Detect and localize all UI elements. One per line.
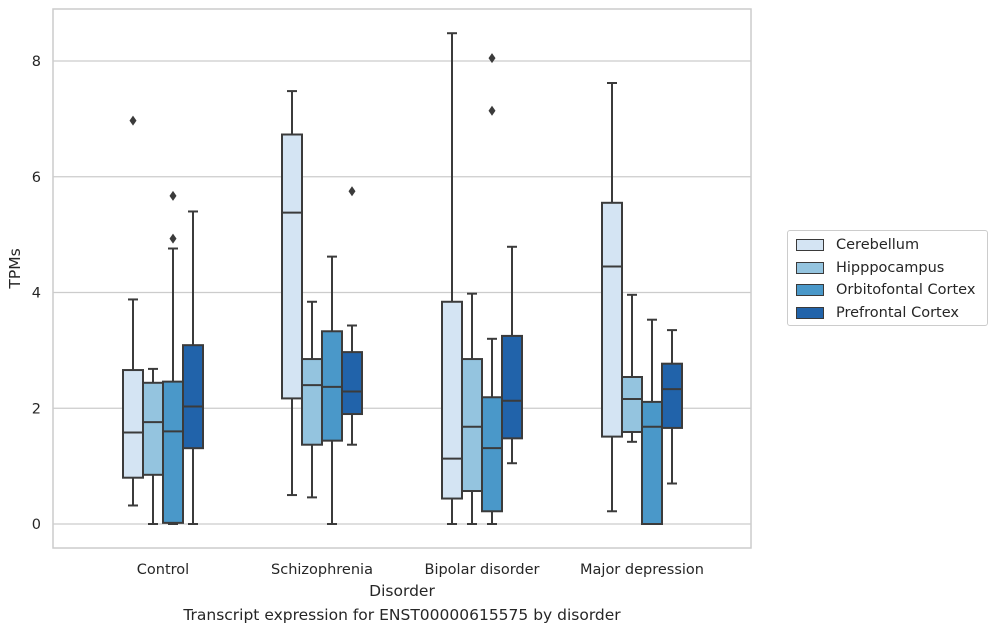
box-body: [162, 380, 184, 524]
y-tick-label: 6: [32, 170, 41, 186]
box-body: [122, 369, 144, 479]
legend-label: Prefrontal Cortex: [836, 304, 959, 321]
box-prefrontal-cortex-1: [341, 186, 363, 446]
outlier-point: [488, 53, 496, 64]
legend-label: Hipppocampus: [836, 259, 945, 276]
box-cerebellum-1: [281, 90, 303, 497]
box-orbitofontal-cortex-0: [162, 190, 184, 525]
x-axis-label: Disorder: [369, 582, 435, 600]
legend-label: Orbitofontal Cortex: [836, 282, 976, 298]
box-cerebellum-0: [122, 115, 144, 507]
box-body: [481, 396, 503, 513]
legend-swatch: [796, 239, 824, 251]
legend-swatch: [796, 261, 824, 274]
legend-label: Cerebellum: [836, 237, 920, 253]
outlier-point: [488, 105, 496, 116]
box-body: [501, 334, 523, 440]
outlier-point: [129, 115, 137, 126]
box-hipppocampus-0: [142, 367, 164, 525]
box-body: [621, 375, 643, 433]
box-body: [142, 381, 164, 476]
box-body: [341, 351, 363, 416]
x-tick-label: Control: [137, 562, 189, 578]
box-body: [182, 344, 204, 450]
y-axis-label: TPMs: [6, 248, 24, 289]
box-prefrontal-cortex-2: [501, 245, 523, 465]
legend-swatch: [796, 284, 824, 296]
box-body: [301, 358, 323, 446]
y-tick-label: 4: [32, 286, 41, 302]
y-tick-label: 8: [32, 54, 41, 70]
legend-swatch: [796, 306, 824, 319]
box-orbitofontal-cortex-3: [641, 318, 663, 526]
box-orbitofontal-cortex-1: [321, 255, 343, 525]
y-tick-label: 0: [32, 517, 41, 533]
legend-item: Orbitofontal Cortex: [796, 280, 975, 300]
legend: Cerebellum Hipppocampus Orbitofontal Corte…: [787, 230, 988, 326]
legend-item: Cerebellum: [796, 235, 919, 255]
box-prefrontal-cortex-0: [182, 210, 204, 525]
box-body: [661, 362, 683, 429]
box-body: [281, 133, 303, 400]
chart-caption: Transcript expression for ENST0000061557…: [183, 606, 621, 624]
outlier-point: [348, 186, 356, 197]
legend-item: Prefrontal Cortex: [796, 303, 959, 323]
plot-frame: [52, 8, 752, 549]
box-body: [641, 400, 663, 526]
outlier-point: [169, 190, 177, 201]
x-tick-label: Schizophrenia: [271, 562, 373, 578]
box-body: [441, 300, 463, 500]
outlier-point: [169, 233, 177, 244]
box-hipppocampus-1: [301, 300, 323, 499]
x-tick-label: Bipolar disorder: [425, 562, 540, 578]
y-tick-label: 2: [32, 401, 41, 417]
box-body: [601, 201, 623, 438]
box-prefrontal-cortex-3: [661, 329, 683, 485]
box-orbitofontal-cortex-2: [481, 53, 503, 525]
box-cerebellum-3: [601, 81, 623, 513]
legend-item: Hipppocampus: [796, 258, 944, 278]
box-body: [461, 358, 483, 493]
x-tick-label: Major depression: [580, 562, 704, 578]
box-hipppocampus-3: [621, 293, 643, 443]
